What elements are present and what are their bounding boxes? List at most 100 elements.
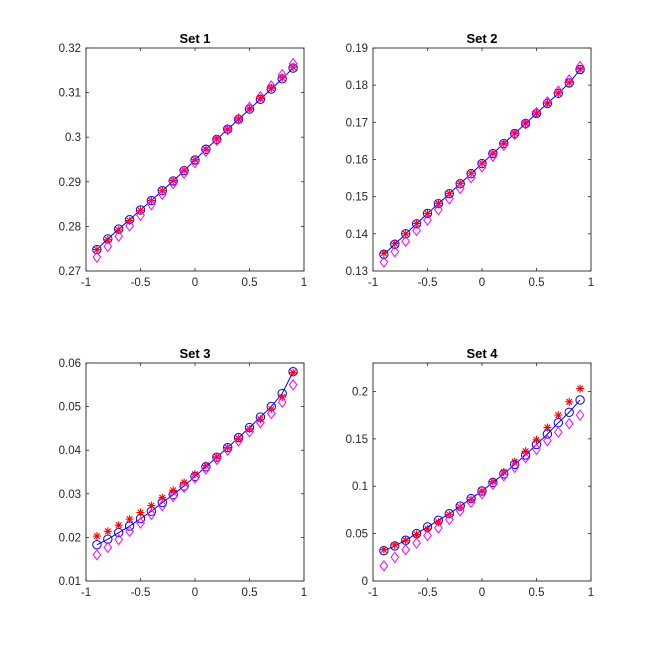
y-tick-label: 0.05 xyxy=(346,529,368,541)
asterisk-marker xyxy=(103,235,112,244)
y-tick-label: 0.16 xyxy=(346,155,368,167)
diamond-marker xyxy=(147,198,156,211)
asterisk-marker xyxy=(543,423,552,432)
asterisk-marker xyxy=(147,501,156,510)
y-tick-label: 0.03 xyxy=(59,489,81,501)
diamond-marker xyxy=(477,487,487,500)
diamond-marker xyxy=(423,529,432,542)
x-tick-label: -0.5 xyxy=(131,277,151,289)
diamond-marker xyxy=(103,541,113,554)
diamond-marker xyxy=(499,139,509,152)
diamond-marker xyxy=(553,85,563,97)
diamond-marker xyxy=(379,560,389,572)
y-tick-label: 0.28 xyxy=(59,221,81,233)
y-tick-label: 0.31 xyxy=(59,88,81,100)
circle-marker xyxy=(146,195,157,206)
asterisk-marker xyxy=(191,155,199,164)
asterisk-marker xyxy=(423,209,432,218)
x-tick-label: -1 xyxy=(81,587,91,599)
x-tick-label: 0 xyxy=(479,587,485,599)
asterisk-marker xyxy=(401,536,410,545)
diamond-marker xyxy=(499,469,509,482)
y-tick-label: 0.15 xyxy=(346,192,368,204)
x-tick-label: 0 xyxy=(192,277,198,289)
x-tick-label: 1 xyxy=(588,587,594,599)
asterisk-marker xyxy=(136,508,145,517)
series-2 xyxy=(92,368,298,541)
diamond-marker xyxy=(412,537,421,549)
asterisk-marker xyxy=(234,434,243,443)
asterisk-marker xyxy=(412,219,421,228)
asterisk-marker xyxy=(114,521,123,530)
y-tick-label: 0.17 xyxy=(346,117,368,129)
x-tick-label: -1 xyxy=(368,277,378,289)
diamond-marker xyxy=(266,80,276,92)
asterisk-marker xyxy=(576,65,585,74)
diamond-marker xyxy=(125,525,134,538)
series-3 xyxy=(379,60,585,268)
circle-marker xyxy=(223,442,233,453)
diamond-marker xyxy=(553,426,563,439)
diamond-marker xyxy=(179,167,189,180)
asterisk-marker xyxy=(92,532,101,541)
x-tick-label: 0.5 xyxy=(529,277,545,289)
asterisk-marker xyxy=(234,114,243,123)
circle-marker xyxy=(564,407,574,417)
x-tick-label: -1 xyxy=(368,587,378,599)
diamond-marker xyxy=(256,90,265,103)
asterisk-marker xyxy=(467,495,476,504)
circle-marker xyxy=(92,244,102,255)
asterisk-marker xyxy=(125,515,134,524)
asterisk-marker xyxy=(390,239,399,248)
diamond-marker xyxy=(256,416,265,429)
diamond-marker xyxy=(147,508,156,521)
circle-marker xyxy=(575,395,585,405)
asterisk-marker xyxy=(114,225,123,234)
diamond-marker xyxy=(114,533,124,546)
series-3 xyxy=(92,57,298,264)
circle-marker xyxy=(201,144,211,154)
diamond-marker xyxy=(157,499,167,512)
asterisk-marker xyxy=(543,99,552,108)
diamond-marker xyxy=(466,171,476,184)
diamond-marker xyxy=(114,230,124,243)
asterisk-marker xyxy=(456,503,465,512)
diamond-marker xyxy=(390,245,400,258)
series-2 xyxy=(379,384,585,554)
asterisk-marker xyxy=(169,176,178,185)
asterisk-marker xyxy=(212,452,221,461)
diamond-marker xyxy=(390,551,400,564)
y-tick-label: 0.1 xyxy=(352,481,368,493)
series-3 xyxy=(379,409,585,572)
diamond-marker xyxy=(190,156,200,169)
asterisk-marker xyxy=(576,384,585,393)
diamond-marker xyxy=(288,378,298,391)
diamond-marker xyxy=(103,240,113,253)
asterisk-marker xyxy=(201,461,210,470)
diamond-marker xyxy=(412,224,421,237)
subplot-4: -1 -0.5 0 0.5 1 0 0.05 0.1 0.15 0.2 Set 4 xyxy=(346,346,595,599)
y-tick-label: 0.13 xyxy=(346,266,368,278)
diamond-marker xyxy=(92,549,102,561)
diamond-marker xyxy=(466,496,476,509)
asterisk-marker xyxy=(532,435,541,444)
diamond-marker xyxy=(423,214,432,226)
asterisk-marker xyxy=(223,125,232,134)
diamond-marker xyxy=(510,128,520,141)
y-tick-label: 0.02 xyxy=(59,532,81,544)
y-tick-label: 0.06 xyxy=(59,358,81,370)
x-tick-label: 0 xyxy=(479,277,485,289)
asterisk-marker xyxy=(532,109,541,118)
asterisk-marker xyxy=(379,545,388,554)
plot-title: Set 3 xyxy=(179,346,210,361)
diamond-marker xyxy=(521,451,530,464)
y-tick-label: 0.19 xyxy=(346,43,368,55)
plot-title: Set 2 xyxy=(466,31,497,46)
asterisk-marker xyxy=(499,139,508,148)
asterisk-marker xyxy=(158,493,167,502)
series-3 xyxy=(92,378,298,561)
diamond-marker xyxy=(434,203,443,216)
asterisk-marker xyxy=(256,415,265,424)
asterisk-marker xyxy=(256,94,265,103)
diamond-marker xyxy=(157,188,167,201)
